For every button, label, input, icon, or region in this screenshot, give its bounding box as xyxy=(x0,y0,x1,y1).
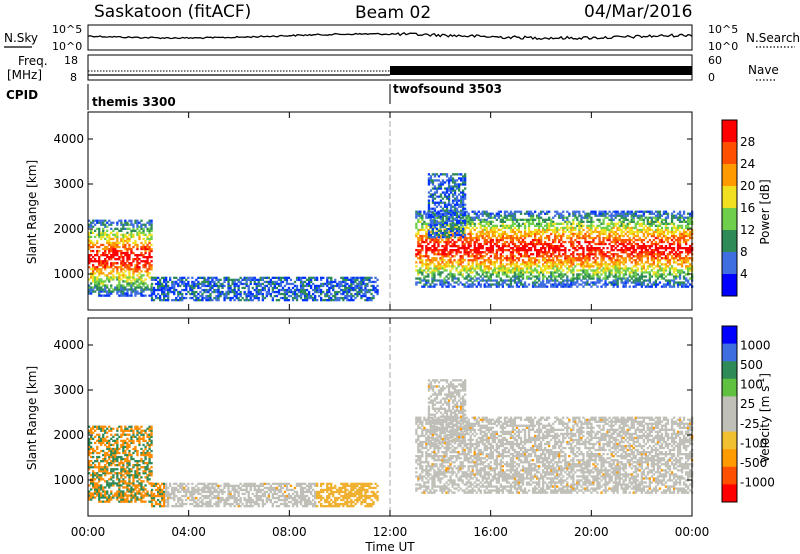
freq-tick-bottom: 8 xyxy=(70,71,77,84)
colorbar-swatch xyxy=(722,396,737,415)
x-tick-label: 08:00 xyxy=(272,525,307,539)
y-tick-label: 3000 xyxy=(53,177,84,191)
y-tick-label: 2000 xyxy=(53,222,84,236)
x-tick-label: 20:00 xyxy=(574,525,609,539)
y-tick-label: 2000 xyxy=(53,428,84,442)
y-tick-label: 1000 xyxy=(53,473,84,487)
colorbar-swatch xyxy=(722,361,737,380)
colorbar-tick-label: -25 xyxy=(740,417,760,431)
colorbar-tick-label: -100 xyxy=(740,436,767,450)
velocity-colorbar: 1000 500 100 25 -25 -100 -500 -1000 xyxy=(721,325,775,503)
y-tick-label: 4000 xyxy=(53,338,84,352)
colorbar-tick-label: 500 xyxy=(740,358,763,372)
nave-tick-bottom: 0 xyxy=(708,71,715,84)
power-echo-map xyxy=(88,173,694,302)
colorbar-swatch xyxy=(722,414,737,433)
velocity-colorbar-label: Velocity [m s-1] xyxy=(757,373,772,463)
time-axis: 00:00 04:00 08:00 12:00 16:00 20:00 00:00 xyxy=(71,112,710,539)
colorbar-tick-label: -500 xyxy=(740,456,767,470)
freq-unit-label: [MHz] xyxy=(7,68,42,82)
colorbar-swatch xyxy=(722,164,737,187)
nave-block xyxy=(390,66,692,75)
noise-right-tick-top: 10^5 xyxy=(708,23,738,36)
colorbar-swatch xyxy=(722,484,737,503)
y-tick-label: 3000 xyxy=(53,383,84,397)
colorbar-tick-label: 4 xyxy=(740,267,748,281)
colorbar-tick-label: -1000 xyxy=(740,475,775,489)
x-tick-label: 00:00 xyxy=(675,525,710,539)
colorbar-swatch xyxy=(722,326,737,345)
colorbar-swatch xyxy=(722,252,737,275)
power-colorbar-label: Power [dB] xyxy=(758,179,772,244)
noise-left-tick-top: 10^5 xyxy=(52,23,82,36)
colorbar-swatch xyxy=(722,142,737,165)
x-axis-label: Time UT xyxy=(364,540,415,554)
colorbar-tick-label: 25 xyxy=(740,397,755,411)
cpid-program-2: twofsound 3503 xyxy=(393,82,502,96)
colorbar-swatch xyxy=(722,431,737,450)
colorbar-swatch xyxy=(722,466,737,485)
colorbar-swatch xyxy=(722,186,737,209)
y-tick-label: 1000 xyxy=(53,267,84,281)
colorbar-tick-label: 20 xyxy=(740,179,755,193)
colorbar-tick-label: 1000 xyxy=(740,339,771,353)
nave-tick-top: 60 xyxy=(708,54,722,67)
x-tick-label: 16:00 xyxy=(473,525,508,539)
colorbar-tick-label: 12 xyxy=(740,223,755,237)
colorbar-tick-label: 8 xyxy=(740,245,748,259)
colorbar-swatch xyxy=(722,208,737,231)
colorbar-swatch xyxy=(722,449,737,468)
velocity-echo-map xyxy=(88,379,694,508)
freq-label: Freq. xyxy=(18,54,48,68)
x-tick-label: 00:00 xyxy=(71,525,106,539)
velocity-panel: 1000 2000 3000 4000 Slant Range [km] 1000 50… xyxy=(25,112,775,554)
colorbar-swatch xyxy=(722,230,737,253)
nave-label: Nave xyxy=(748,63,779,77)
cpid-label: CPID xyxy=(6,88,38,102)
beam-title: Beam 02 xyxy=(355,3,431,23)
cpid-program-1: themis 3300 xyxy=(92,95,176,109)
colorbar-tick-label: 16 xyxy=(740,201,755,215)
colorbar-swatch xyxy=(722,274,737,297)
colorbar-swatch xyxy=(722,343,737,362)
colorbar-swatch xyxy=(722,378,737,397)
noise-left-tick-bottom: 10^0 xyxy=(52,40,82,53)
power-panel: 1000 2000 3000 4000 Slant Range [km] 28 24 20… xyxy=(25,111,772,311)
y-tick-label: 4000 xyxy=(53,132,84,146)
power-y-label: Slant Range [km] xyxy=(25,160,39,264)
colorbar-tick-label: 28 xyxy=(740,135,755,149)
cpid-panel: CPID themis 3300 twofsound 3503 xyxy=(6,82,502,110)
noise-right-tick-bottom: 10^0 xyxy=(708,40,738,53)
noise-panel: N.Sky 10^5 10^0 10^5 10^0 N.Search xyxy=(4,23,800,53)
station-title: Saskatoon (fitACF) xyxy=(94,2,251,22)
sky-noise-line xyxy=(87,32,693,41)
date-title: 04/Mar/2016 xyxy=(584,2,692,22)
colorbar-tick-label: 24 xyxy=(740,157,755,171)
x-tick-label: 12:00 xyxy=(373,525,408,539)
colorbar-tick-label: 100 xyxy=(740,378,763,392)
noise-left-label: N.Sky xyxy=(4,31,38,45)
noise-right-label: N.Search xyxy=(746,31,800,45)
velocity-y-label: Slant Range [km] xyxy=(25,366,39,470)
freq-tick-top: 18 xyxy=(64,54,78,67)
freq-panel: Freq. [MHz] 18 8 60 0 Nave xyxy=(7,54,779,84)
power-colorbar: 28 24 20 16 12 8 4 xyxy=(721,119,755,297)
colorbar-swatch xyxy=(722,120,737,143)
x-tick-label: 04:00 xyxy=(171,525,206,539)
